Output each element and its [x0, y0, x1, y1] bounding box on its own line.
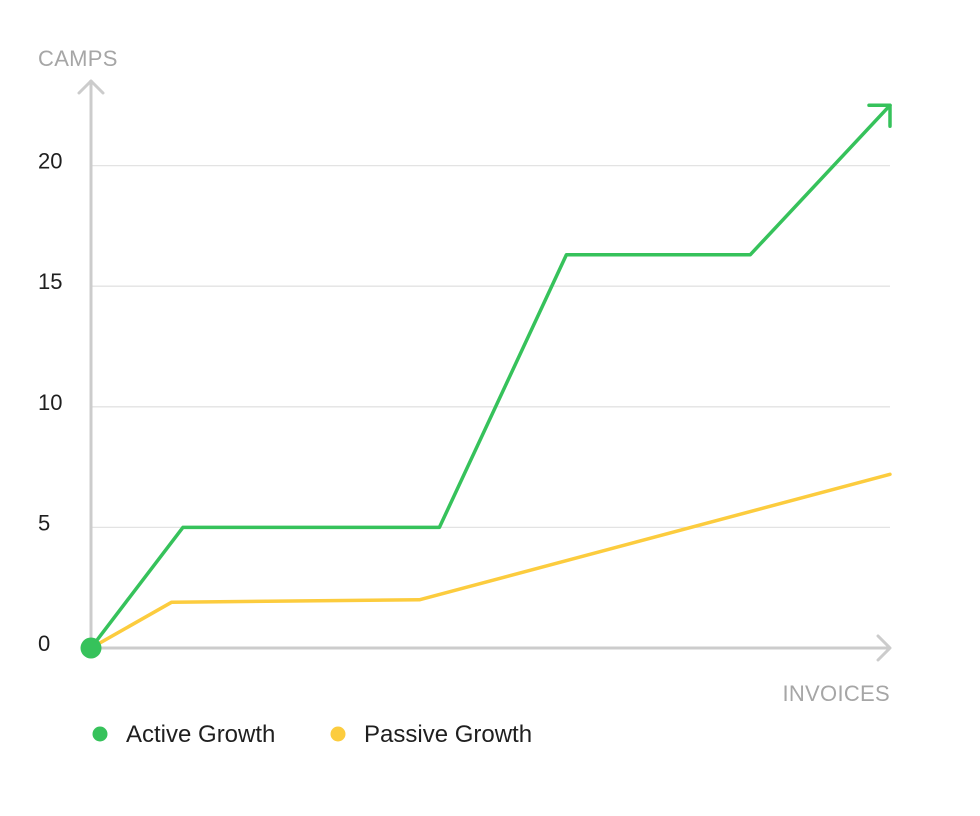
legend-label-active-growth: Active Growth [126, 721, 275, 748]
y-axis-title: CAMPS [38, 46, 118, 71]
markers [80, 637, 102, 659]
legend-item-passive-growth: Passive Growth [330, 721, 532, 748]
series-arrowhead-active-growth [867, 103, 892, 129]
y-tick-label-15: 15 [38, 269, 62, 294]
legend-swatch-passive-growth [330, 726, 346, 742]
y-tick-label-10: 10 [38, 390, 62, 415]
legend-item-active-growth: Active Growth [92, 721, 275, 748]
origin-point-marker [80, 637, 102, 659]
y-tick-label-20: 20 [38, 149, 62, 174]
legend-label-passive-growth: Passive Growth [364, 721, 532, 748]
x-axis-title: INVOICES [782, 681, 890, 706]
x-axis-arrowhead [876, 634, 892, 662]
y-tick-label-5: 5 [38, 510, 50, 535]
grid-lines [91, 164, 890, 529]
y-axis-arrowhead [77, 79, 105, 95]
series-lines [89, 103, 892, 650]
legend: Active Growth Passive Growth [92, 721, 532, 748]
axes [77, 79, 892, 662]
legend-swatch-active-growth [92, 726, 108, 742]
series-line-passive-growth [89, 472, 892, 650]
series-line-active-growth [89, 103, 892, 650]
y-tick-labels: 0 5 10 15 20 [38, 149, 62, 656]
y-tick-label-0: 0 [38, 631, 50, 656]
